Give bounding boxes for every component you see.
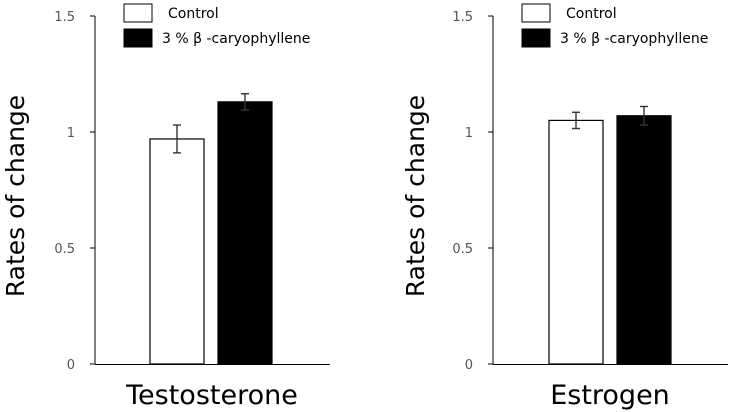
- legend-label-control: Control: [566, 6, 617, 22]
- legend-label-caryophyllene: 3 % β -caryophyllene: [162, 31, 310, 47]
- y-tick-label: 1: [67, 126, 75, 141]
- legend-swatch-control: [521, 3, 551, 23]
- y-tick-label: 1: [465, 126, 473, 141]
- legend-swatch-caryophyllene: [123, 28, 153, 48]
- legend-label-caryophyllene: 3 % β -caryophyllene: [560, 31, 708, 47]
- bar-control: [548, 119, 604, 365]
- x-axis-label: Testosterone: [125, 380, 298, 411]
- y-tick-label: 0.5: [54, 242, 75, 257]
- chart-estrogen: 0 0.5 1 1.5 Rates of change Estrogen Control 3 …: [401, 3, 728, 411]
- y-tick-label: 0.5: [452, 242, 473, 257]
- bar-caryophyllene: [616, 115, 672, 365]
- x-axis-label: Estrogen: [550, 380, 670, 411]
- legend-swatch-control: [123, 3, 153, 23]
- y-tick-label: 1.5: [452, 10, 473, 25]
- legend-swatch-caryophyllene: [521, 28, 551, 48]
- bar-caryophyllene: [217, 101, 273, 365]
- y-axis-label: Rates of change: [1, 95, 30, 297]
- bar-control: [149, 138, 205, 365]
- y-tick-label: 0: [67, 358, 75, 373]
- y-tick-label: 1.5: [54, 10, 75, 25]
- chart-testosterone: 0 0.5 1 1.5 Rates of change Testosterone Contr…: [1, 3, 330, 411]
- legend-label-control: Control: [168, 6, 219, 22]
- y-axis-label: Rates of change: [401, 95, 430, 297]
- y-tick-label: 0: [465, 358, 473, 373]
